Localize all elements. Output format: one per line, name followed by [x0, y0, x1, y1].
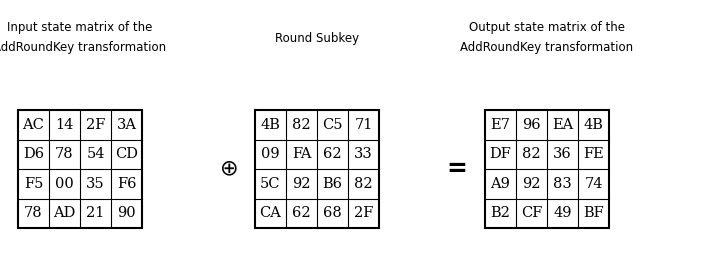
Text: 14: 14 [55, 118, 74, 132]
Text: F5: F5 [24, 177, 43, 191]
Text: Round Subkey: Round Subkey [275, 32, 359, 45]
Text: 62: 62 [323, 147, 342, 161]
Text: 49: 49 [553, 206, 572, 220]
Text: 00: 00 [55, 177, 74, 191]
Text: Input state matrix of the: Input state matrix of the [7, 22, 153, 35]
Text: 33: 33 [354, 147, 373, 161]
Text: FE: FE [583, 147, 604, 161]
Text: =: = [447, 157, 467, 181]
Text: 82: 82 [523, 147, 541, 161]
Text: AD: AD [53, 206, 76, 220]
Text: 92: 92 [523, 177, 541, 191]
Bar [485, 110, 609, 228]
Text: 4B: 4B [261, 118, 280, 132]
Text: F6: F6 [117, 177, 136, 191]
Text: FA: FA [292, 147, 312, 161]
Text: $\oplus$: $\oplus$ [219, 159, 237, 179]
Text: EA: EA [552, 118, 573, 132]
Bar [255, 110, 379, 228]
Text: BF: BF [583, 206, 604, 220]
Text: 68: 68 [323, 206, 342, 220]
Text: 35: 35 [86, 177, 105, 191]
Text: 09: 09 [261, 147, 280, 161]
Text: 96: 96 [523, 118, 541, 132]
Text: 71: 71 [354, 118, 372, 132]
Text: A9: A9 [491, 177, 510, 191]
Text: 21: 21 [86, 206, 105, 220]
Text: 78: 78 [24, 206, 42, 220]
Text: DF: DF [489, 147, 511, 161]
Text: 82: 82 [292, 118, 311, 132]
Text: 2F: 2F [86, 118, 105, 132]
Text: CF: CF [521, 206, 542, 220]
Text: 36: 36 [553, 147, 572, 161]
Text: E7: E7 [491, 118, 510, 132]
Text: Output state matrix of the: Output state matrix of the [469, 22, 625, 35]
Text: CD: CD [115, 147, 138, 161]
Text: 92: 92 [292, 177, 311, 191]
Text: 74: 74 [584, 177, 603, 191]
Text: 83: 83 [553, 177, 572, 191]
Text: AC: AC [23, 118, 45, 132]
Text: 78: 78 [55, 147, 74, 161]
Text: 62: 62 [292, 206, 311, 220]
Text: 54: 54 [86, 147, 105, 161]
Text: 90: 90 [118, 206, 136, 220]
Text: C5: C5 [322, 118, 343, 132]
Text: AddRoundKey transformation: AddRoundKey transformation [460, 42, 634, 55]
Text: D6: D6 [23, 147, 44, 161]
Text: 2F: 2F [354, 206, 373, 220]
Text: 4B: 4B [583, 118, 603, 132]
Text: CA: CA [260, 206, 282, 220]
Text: 3A: 3A [117, 118, 137, 132]
Text: AddRoundKey transformation: AddRoundKey transformation [0, 42, 166, 55]
Bar [18, 110, 142, 228]
Text: 82: 82 [354, 177, 373, 191]
Text: 5C: 5C [261, 177, 281, 191]
Text: B6: B6 [323, 177, 343, 191]
Text: B2: B2 [491, 206, 510, 220]
